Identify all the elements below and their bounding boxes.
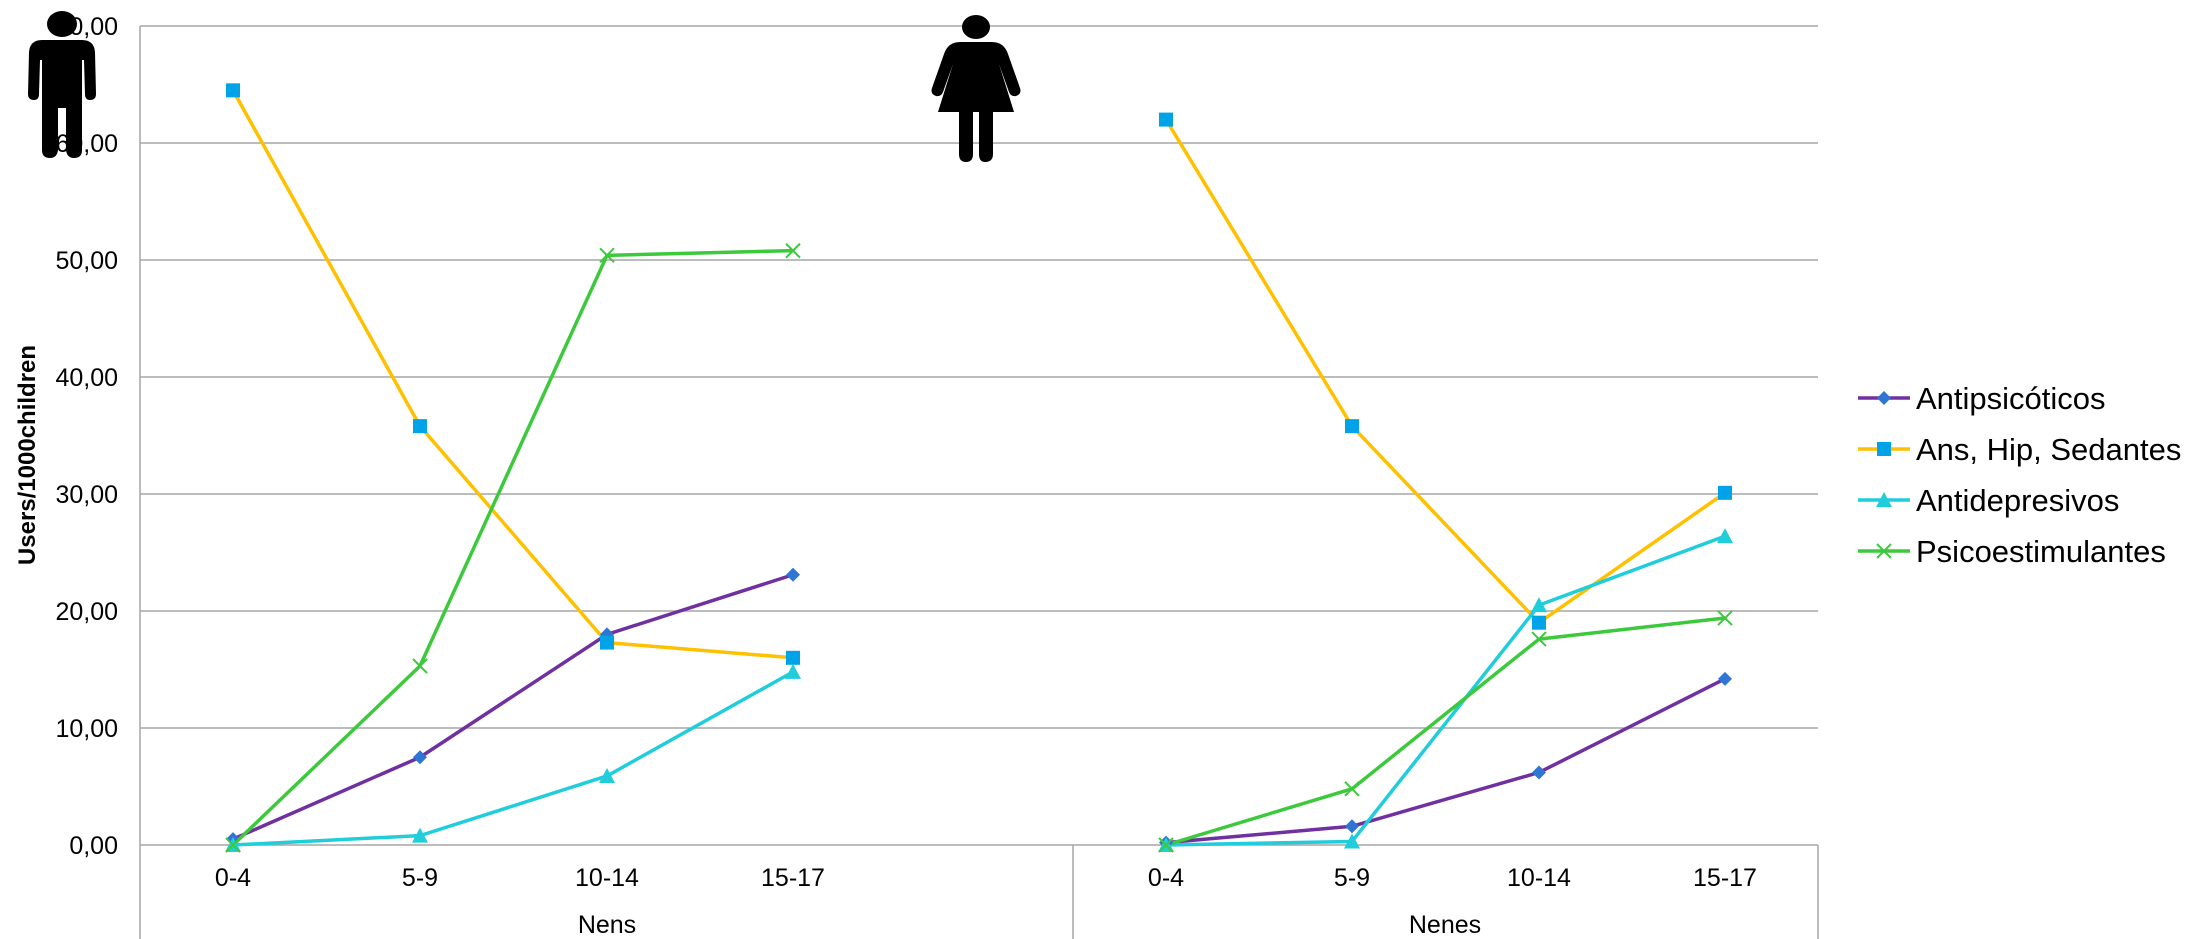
y-tick-label: 30,00 <box>55 481 118 509</box>
data-point <box>1531 631 1547 647</box>
legend-label: Antipsicóticos <box>1916 381 2106 416</box>
data-point <box>1532 765 1546 780</box>
series-line <box>232 573 794 841</box>
series-line <box>231 248 794 847</box>
legend-marker <box>1877 442 1891 456</box>
legend-marker <box>1876 543 1892 559</box>
x-tick-label: 0-4 <box>215 864 251 892</box>
female-figure-icon <box>931 15 1021 162</box>
data-point <box>1345 819 1359 834</box>
x-tick-label: 0-4 <box>1148 864 1184 892</box>
legend-marker <box>1877 391 1891 405</box>
legend: Antipsicóticos Ans, Hip, Sedantes Antidepr… <box>1858 381 2181 569</box>
data-point <box>600 635 614 650</box>
series-markers <box>225 83 1733 853</box>
data-point <box>1717 528 1733 544</box>
x-tick-label: 5-9 <box>402 864 438 892</box>
data-point <box>412 658 428 674</box>
series-line <box>1165 677 1726 845</box>
data-point <box>225 837 241 853</box>
data-point <box>1718 485 1732 500</box>
legend-label: Psicoestimulantes <box>1916 534 2166 569</box>
y-tick-label: 60,00 <box>55 130 118 158</box>
data-point <box>786 650 800 665</box>
x-group-label: Nens <box>578 911 636 939</box>
data-point <box>412 827 428 843</box>
series-line <box>231 89 794 660</box>
series-line <box>1164 118 1727 625</box>
data-point <box>1159 112 1173 127</box>
series-line <box>232 670 794 847</box>
data-point <box>1718 671 1732 686</box>
data-point <box>1717 610 1733 626</box>
y-tick-label: 0,00 <box>69 832 118 860</box>
legend-marker <box>1876 492 1892 507</box>
axes <box>139 26 1819 939</box>
y-tick-label: 20,00 <box>55 598 118 626</box>
data-point <box>786 567 800 582</box>
series-line <box>1165 534 1726 847</box>
data-point <box>785 663 801 679</box>
x-group-label: Nenes <box>1409 911 1481 939</box>
legend-label: Antidepresivos <box>1916 483 2119 518</box>
data-point <box>1531 597 1547 613</box>
data-point <box>1344 781 1360 797</box>
x-tick-label: 10-14 <box>1507 864 1571 892</box>
data-point <box>599 247 615 264</box>
data-point <box>1344 833 1360 849</box>
series-lines <box>231 89 1727 847</box>
x-tick-label: 15-17 <box>1693 864 1757 892</box>
y-tick-label: 10,00 <box>55 715 118 743</box>
data-point <box>785 242 801 259</box>
y-tick-label: 40,00 <box>55 364 118 392</box>
x-tick-label: 5-9 <box>1334 864 1370 892</box>
male-figure-icon <box>28 11 96 158</box>
data-point <box>226 83 240 98</box>
x-tick-label: 15-17 <box>761 864 825 892</box>
x-axis-ticks: 0-4 5-9 10-14 15-17 Nens 0-4 5-9 10-14 15-17 Nene… <box>215 864 1757 939</box>
y-tick-label: 50,00 <box>55 247 118 275</box>
data-point <box>1158 837 1174 853</box>
data-point <box>1532 615 1546 630</box>
x-tick-label: 10-14 <box>575 864 639 892</box>
legend-label: Ans, Hip, Sedantes <box>1916 432 2181 467</box>
data-point <box>599 767 615 783</box>
data-point <box>413 419 427 434</box>
series-line <box>1165 616 1726 847</box>
y-axis-title: Users/1000children <box>14 345 41 565</box>
data-point <box>413 750 427 765</box>
data-point <box>1345 419 1359 434</box>
